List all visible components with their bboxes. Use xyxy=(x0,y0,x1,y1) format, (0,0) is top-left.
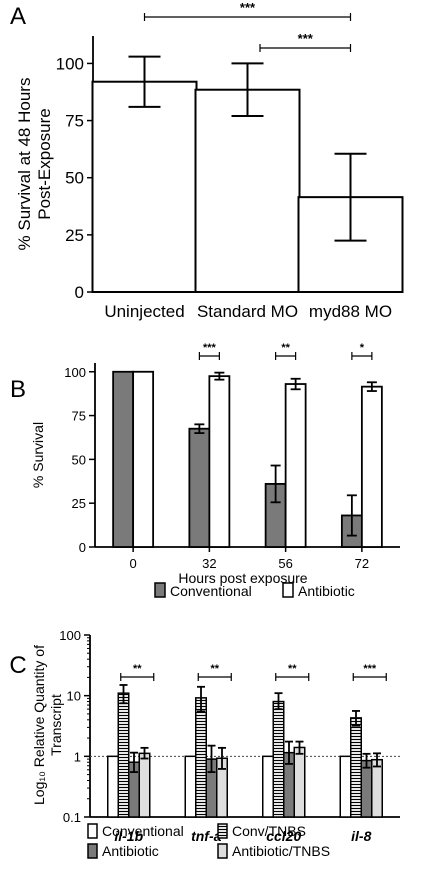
panel-c-xtick-label-1: tnf-a xyxy=(191,828,222,844)
panel-c-bar-0-2 xyxy=(262,755,274,818)
panel-b-xtick-label-2: 56 xyxy=(278,556,292,571)
panel-a-ytick-label-1: 25 xyxy=(65,226,84,245)
panel-b-ytick-label-3: 75 xyxy=(72,409,86,424)
panel-b-bar-conventional-1 xyxy=(188,427,211,548)
panel-c-bar-3-2 xyxy=(293,746,306,818)
panel-c-legend-label-3: Antibiotic/TNBS xyxy=(232,843,330,859)
panel-b-legend-label-1: Antibiotic xyxy=(298,583,355,599)
panel-a-bar-0 xyxy=(91,80,198,294)
panel-b-ylabel: % Survival xyxy=(30,422,46,488)
panel-c-ytick-label-0: 0.1 xyxy=(63,810,81,825)
panel-b-legend-swatch-1 xyxy=(282,582,294,598)
panel-c-legend-swatch-3 xyxy=(217,843,228,859)
panel-a-sig-1-label: *** xyxy=(298,31,314,46)
panel-a-bar-1 xyxy=(194,88,301,294)
panel-b-bar-antibiotic-0 xyxy=(132,370,155,548)
panel-a-ytick-label-4: 100 xyxy=(56,54,84,73)
panel-c-bar-1-2 xyxy=(272,700,285,818)
panel-c-ytick-label-3: 100 xyxy=(59,628,81,643)
panel-b-ytick-label-4: 100 xyxy=(64,365,86,380)
panel-b-ytick-label-0: 0 xyxy=(79,540,86,555)
panel-c-bar-0-3 xyxy=(339,755,352,818)
panel-c-bar-3-3 xyxy=(371,758,383,818)
panel-c-ytick-label-1: 1 xyxy=(74,749,81,764)
panel-b-bar-antibiotic-1 xyxy=(208,375,231,548)
panel-c-legend-label-0: Conventional xyxy=(102,823,184,839)
panel-b-xtick-label-3: 72 xyxy=(355,556,369,571)
panel-c-xtick-label-2: ccl20 xyxy=(266,828,301,844)
panel-b-sig-2-label: * xyxy=(360,342,365,354)
panel-b-bar-conventional-0 xyxy=(112,370,135,548)
panel-b-xtick-label-1: 32 xyxy=(202,556,216,571)
panel-c-sig-0-label: ** xyxy=(133,663,142,675)
panel-c-ylabel: Log₁₀ Relative Quantity ofTranscript xyxy=(31,645,64,805)
panel-c-legend-swatch-0 xyxy=(87,823,98,839)
panel-b-bar-antibiotic-3 xyxy=(360,385,383,548)
panel-a-xtick-label-0: Uninjected xyxy=(104,302,184,321)
panel-a-ytick-label-2: 50 xyxy=(65,169,84,188)
panel-c-legend-label-2: Antibiotic xyxy=(102,843,159,859)
panel-c-bar-1-1 xyxy=(195,697,207,818)
panel-c-ylabel-line-1: Transcript xyxy=(48,694,64,756)
panel-b-sig-1-label: ** xyxy=(281,342,290,354)
panel-c-xtick-label-3: il-8 xyxy=(351,828,371,844)
panel-c-xtick-label-0: il-1b xyxy=(114,828,143,844)
panel-a-letter: A xyxy=(10,3,26,30)
panel-a-xtick-label-1: Standard MO xyxy=(197,302,298,321)
panel-c-bar-1-0 xyxy=(117,692,130,818)
panel-a-ylabel: % Survival at 48 HoursPost-Exposure xyxy=(15,78,54,251)
panel-c-sig-3-label: *** xyxy=(363,663,377,675)
panel-c-bar-1-3 xyxy=(350,717,362,818)
panel-c-legend-label-1: Conv/TNBS xyxy=(232,823,306,839)
panel-a-ylabel-line-0: % Survival at 48 Hours xyxy=(15,78,34,251)
panel-a-sig-0-label: *** xyxy=(240,0,256,15)
panel-c-ytick-label-2: 10 xyxy=(67,689,81,704)
panel-b-xtick-label-0: 0 xyxy=(130,556,137,571)
panel-c-sig-2-label: ** xyxy=(288,663,297,675)
panel-b-sig-0-label: *** xyxy=(203,342,217,354)
panel-b-legend-label-0: Conventional xyxy=(170,583,252,599)
panel-b-xlabel: Hours post exposure xyxy=(178,570,307,586)
panel-a-ytick-label-0: 0 xyxy=(75,283,84,302)
panel-a-bar-2 xyxy=(297,196,404,293)
panel-b-ytick-label-1: 25 xyxy=(72,496,86,511)
panel-c-ylabel-line-0: Log₁₀ Relative Quantity of xyxy=(31,645,47,805)
panel-b-bar-antibiotic-2 xyxy=(284,383,307,548)
panel-b-ytick-label-2: 50 xyxy=(72,452,86,467)
panel-b-legend-swatch-0 xyxy=(154,582,166,598)
panel-c-bar-2-3 xyxy=(360,759,373,818)
panel-c-bar-0-0 xyxy=(107,755,119,818)
panel-c-legend-swatch-1 xyxy=(217,823,228,839)
panel-c-legend-swatch-2 xyxy=(87,843,98,859)
panel-b-letter: B xyxy=(10,376,26,403)
panel-c-sig-1-label: ** xyxy=(210,663,219,675)
panel-a-ylabel-line-1: Post-Exposure xyxy=(35,108,54,220)
panel-c-bar-0-1 xyxy=(184,755,197,818)
panel-a-xtick-label-2: myd88 MO xyxy=(309,302,392,321)
panel-c-letter: C xyxy=(9,652,26,679)
panel-c-bar-3-0 xyxy=(138,752,151,818)
panel-a-ytick-label-3: 75 xyxy=(65,112,84,131)
